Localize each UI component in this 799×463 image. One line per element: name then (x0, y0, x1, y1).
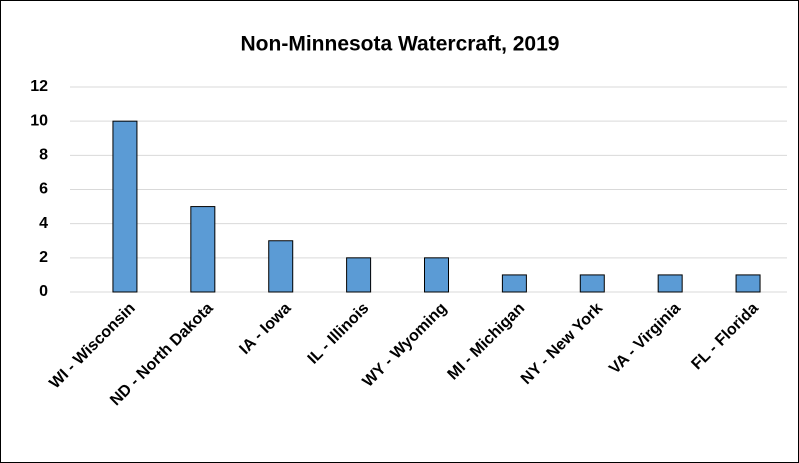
bar (735, 274, 761, 293)
y-tick-label: 0 (39, 283, 48, 300)
y-tick-label: 4 (39, 215, 48, 232)
y-tick-label: 6 (39, 181, 48, 198)
bar (501, 274, 527, 293)
y-tick-label: 2 (39, 249, 48, 266)
y-tick-label: 10 (30, 112, 48, 129)
bar (657, 274, 683, 293)
bar (112, 120, 138, 293)
y-tick-label: 12 (30, 78, 48, 95)
y-tick-label: 8 (39, 147, 48, 164)
chart-title: Non-Minnesota Watercraft, 2019 (241, 33, 560, 56)
bar (346, 257, 372, 293)
bar (190, 206, 216, 293)
bar (579, 274, 605, 293)
bar (424, 257, 449, 293)
bar (268, 240, 294, 293)
